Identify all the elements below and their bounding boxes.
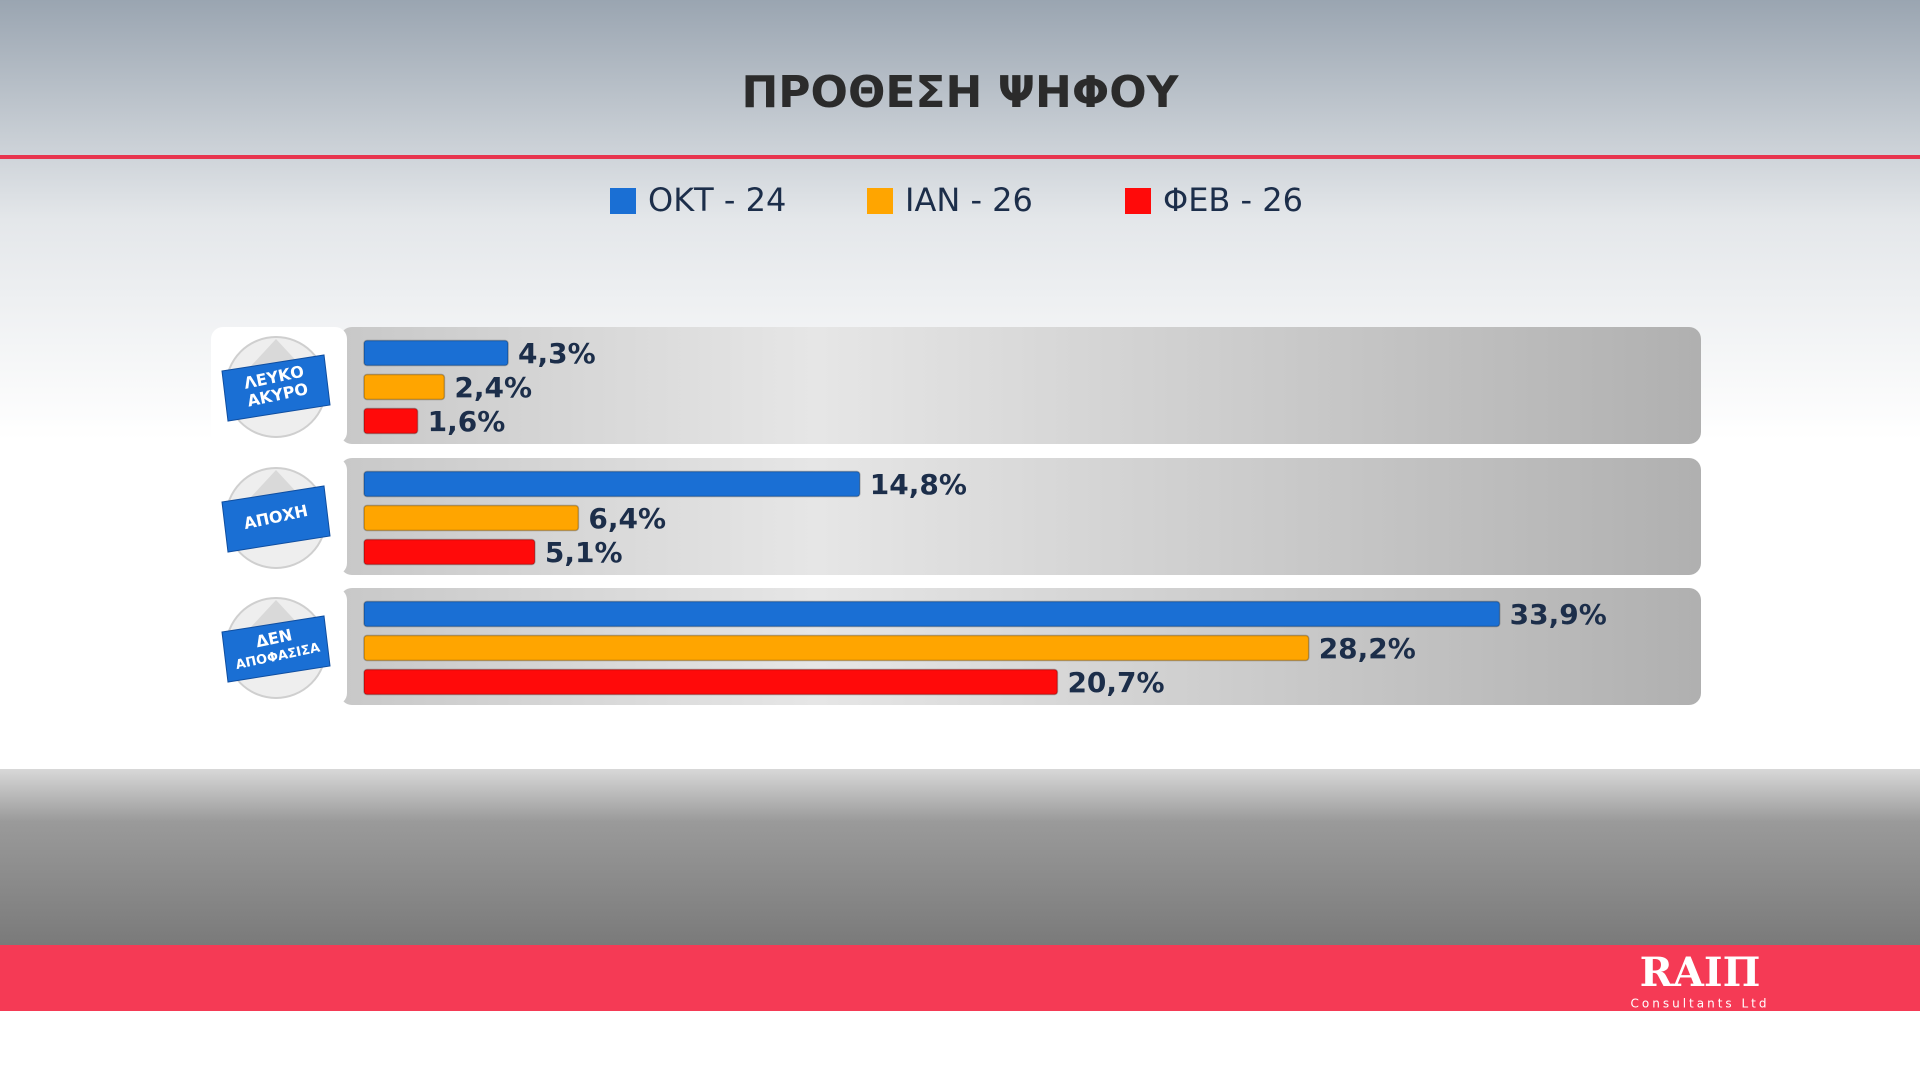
value-label: 5,1% [545,536,623,569]
chart-title: ΠΡΟΘΕΣΗ ΨΗΦΟΥ [741,67,1179,118]
bar [363,538,536,566]
bar [363,470,861,498]
envelope-label [221,615,331,683]
legend-label: ΟΚΤ - 24 [648,181,786,219]
bar [363,373,446,401]
bar [363,504,580,532]
row-panel [340,327,1701,444]
bar [363,407,419,435]
value-label: 1,6% [428,405,506,438]
divider [0,155,1920,159]
legend-swatch [1125,188,1151,214]
legend-swatch [610,188,636,214]
value-label: 14,8% [870,468,967,501]
value-label: 6,4% [588,502,666,535]
value-label: 20,7% [1067,666,1164,699]
lower-band [0,769,1920,945]
bar [363,600,1501,628]
legend-swatch [867,188,893,214]
bar [363,634,1310,662]
value-label: 2,4% [454,371,532,404]
logo: RAIΠ [1640,949,1761,996]
envelope-label [221,354,331,422]
bar [363,668,1059,696]
bar [363,339,509,367]
value-label: 4,3% [518,337,596,370]
envelope-label [221,485,331,553]
footer-band [0,945,1920,1011]
legend-label: ΦΕΒ - 26 [1163,181,1303,219]
legend-label: ΙΑΝ - 26 [905,181,1033,219]
value-label: 33,9% [1510,598,1607,631]
value-label: 28,2% [1319,632,1416,665]
logo-subtext: Consultants Ltd [1631,997,1770,1011]
